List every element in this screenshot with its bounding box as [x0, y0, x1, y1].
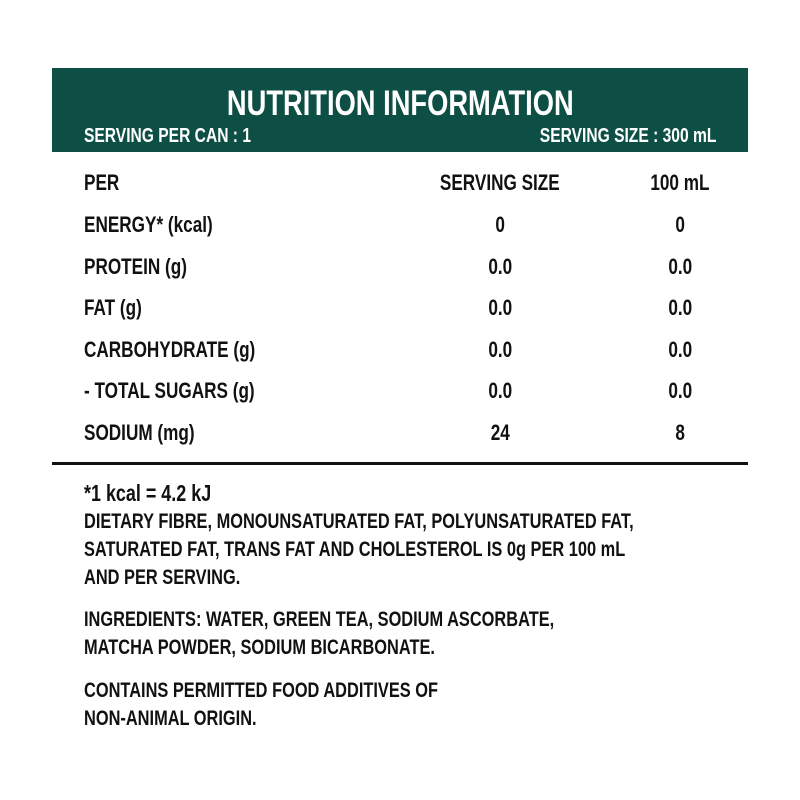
additives-text: NON-ANIMAL ORIGIN.: [84, 707, 257, 730]
serving-per-can: SERVING PER CAN : 1: [84, 124, 298, 148]
ingredients-text: INGREDIENTS: WATER, GREEN TEA, SODIUM AS…: [84, 608, 555, 631]
serving-value: 0.0: [488, 295, 512, 320]
per100-value: 0.0: [668, 378, 692, 403]
additives-line: NON-ANIMAL ORIGIN.: [84, 705, 305, 733]
column-header-serving: SERVING SIZE: [440, 170, 560, 195]
column-header-per: PER: [84, 170, 120, 195]
serving-value: 24: [490, 419, 510, 445]
serving-value: 0: [495, 212, 505, 237]
table-row: PROTEIN (g) 0.0 0.0: [0, 252, 800, 282]
table-row: FAT (g) 0.0 0.0: [0, 293, 800, 323]
column-header-100ml: 100 mL: [650, 170, 710, 195]
nutrient-label: PROTEIN (g): [84, 253, 187, 279]
dietary-note-text: DIETARY FIBRE, MONOUNSATURATED FAT, POLY…: [84, 510, 634, 533]
table-row: ENERGY* (kcal) 0 0: [0, 210, 800, 240]
nutrient-label: ENERGY* (kcal): [84, 212, 213, 237]
serving-size: SERVING SIZE : 300 mL: [490, 124, 716, 148]
kcal-note-text: *1 kcal = 4.2 kJ: [84, 480, 212, 506]
dietary-note-line: AND PER SERVING.: [84, 564, 284, 592]
nutrient-label: CARBOHYDRATE (g): [84, 336, 256, 362]
ingredients-line: INGREDIENTS: WATER, GREEN TEA, SODIUM AS…: [84, 606, 687, 634]
page-title: NUTRITION INFORMATION: [52, 84, 748, 124]
dietary-note-line: DIETARY FIBRE, MONOUNSATURATED FAT, POLY…: [84, 508, 789, 536]
serving-value: 0.0: [488, 253, 512, 279]
nutrition-header: NUTRITION INFORMATION SERVING PER CAN : …: [52, 68, 748, 152]
table-row: CARBOHYDRATE (g) 0.0 0.0: [0, 335, 800, 365]
per100-value: 0.0: [668, 253, 692, 279]
dietary-note-line: SATURATED FAT, TRANS FAT AND CHOLESTEROL…: [84, 536, 778, 564]
divider: [52, 462, 748, 465]
per100-value: 0.0: [668, 295, 692, 320]
per100-value: 8: [675, 419, 685, 445]
nutrient-label: FAT (g): [84, 295, 142, 320]
nutrient-label: SODIUM (mg): [84, 419, 195, 445]
serving-size-text: SERVING SIZE : 300 mL: [539, 125, 716, 147]
ingredients-line: MATCHA POWDER, SODIUM BICARBONATE.: [84, 634, 534, 662]
per100-value: 0.0: [668, 336, 692, 362]
table-header-row: PER SERVING SIZE 100 mL: [0, 168, 800, 198]
dietary-note-text: SATURATED FAT, TRANS FAT AND CHOLESTEROL…: [84, 538, 626, 561]
dietary-note-text: AND PER SERVING.: [84, 566, 241, 589]
table-row: SODIUM (mg) 24 8: [0, 418, 800, 448]
serving-value: 0.0: [488, 336, 512, 362]
per100-value: 0: [675, 212, 685, 237]
ingredients-text: MATCHA POWDER, SODIUM BICARBONATE.: [84, 636, 435, 659]
serving-value: 0.0: [488, 378, 512, 403]
serving-per-can-text: SERVING PER CAN : 1: [84, 125, 252, 147]
additives-text: CONTAINS PERMITTED FOOD ADDITIVES OF: [84, 679, 438, 702]
title-text: NUTRITION INFORMATION: [226, 84, 574, 123]
kcal-note: *1 kcal = 4.2 kJ: [84, 479, 247, 507]
additives-line: CONTAINS PERMITTED FOOD ADDITIVES OF: [84, 677, 538, 705]
nutrient-label: - TOTAL SUGARS (g): [84, 378, 255, 403]
table-row: - TOTAL SUGARS (g) 0.0 0.0: [0, 376, 800, 406]
